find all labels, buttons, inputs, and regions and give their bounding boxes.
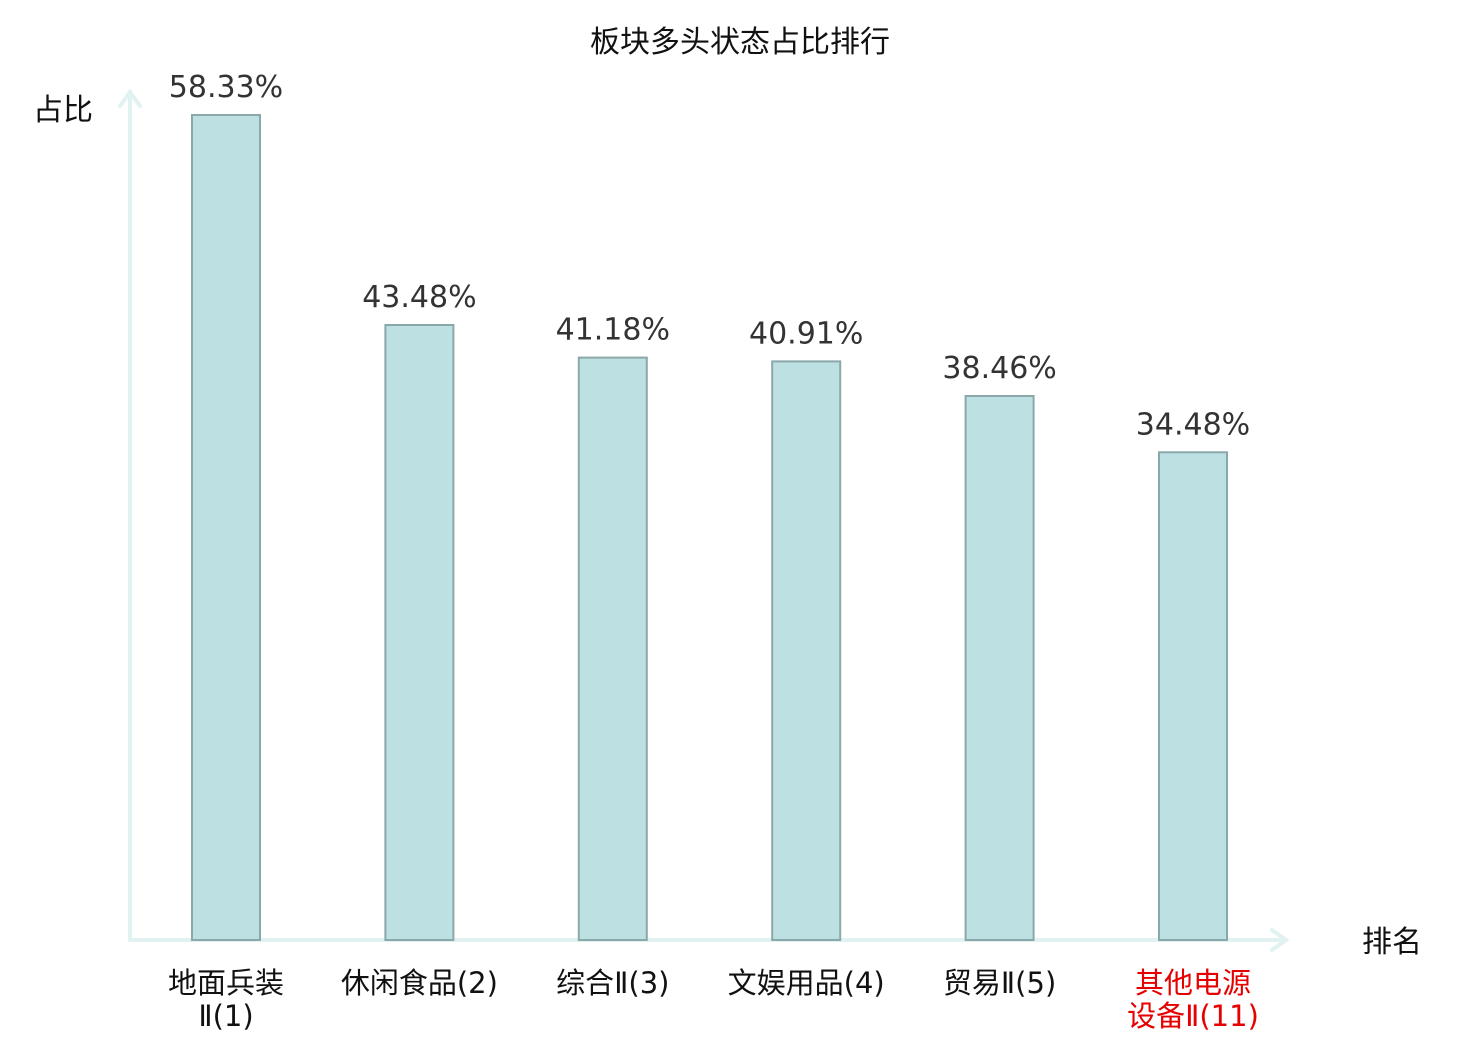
bar-6	[1158, 451, 1228, 941]
value-label-6: 34.48%	[1136, 407, 1250, 442]
chart-title: 板块多头状态占比排行	[590, 25, 890, 60]
bar-2	[384, 324, 455, 941]
category-label-1: 地面兵装 Ⅱ(1)	[168, 966, 284, 1033]
x-axis-label: 排名	[1362, 925, 1422, 960]
category-label-2: 休闲食品(2)	[341, 966, 498, 1000]
bar-5	[964, 395, 1035, 941]
bar-1	[191, 114, 261, 941]
value-label-5: 38.46%	[942, 351, 1056, 386]
category-label-line: 休闲食品(2)	[341, 966, 498, 1000]
value-label-4: 40.91%	[749, 316, 863, 351]
value-label-2: 43.48%	[362, 280, 476, 315]
bar-4	[771, 360, 842, 941]
category-label-6: 其他电源设备Ⅱ(11)	[1127, 966, 1259, 1033]
category-label-3: 综合Ⅱ(3)	[556, 966, 669, 1000]
category-label-5: 贸易Ⅱ(5)	[943, 966, 1056, 1000]
value-label-3: 41.18%	[556, 313, 670, 348]
category-label-line: 综合Ⅱ(3)	[556, 966, 669, 1000]
category-labels-group: 地面兵装 Ⅱ(1) 休闲食品(2) 综合Ⅱ(3) 文娱用品(4) 贸易Ⅱ(5) 其他电源设备…	[168, 966, 1259, 1033]
category-label-line: 地面兵装	[168, 966, 284, 1000]
category-label-4: 文娱用品(4)	[728, 966, 885, 1000]
bar-3	[577, 356, 648, 942]
value-label-1: 58.33%	[169, 70, 283, 105]
y-axis-label: 占比	[33, 93, 93, 128]
category-label-line: 贸易Ⅱ(5)	[943, 966, 1056, 1000]
category-label-line: 设备Ⅱ(11)	[1127, 999, 1259, 1033]
category-label-line: Ⅱ(1)	[198, 999, 253, 1033]
bars-group	[191, 114, 1228, 942]
category-label-line: 文娱用品(4)	[728, 966, 885, 1000]
category-label-line: 其他电源	[1135, 966, 1251, 1000]
value-labels-group: 58.33% 43.48% 41.18% 40.91% 38.46% 34.48%	[169, 70, 1250, 442]
x-axis	[128, 928, 1290, 952]
y-axis	[118, 88, 142, 942]
